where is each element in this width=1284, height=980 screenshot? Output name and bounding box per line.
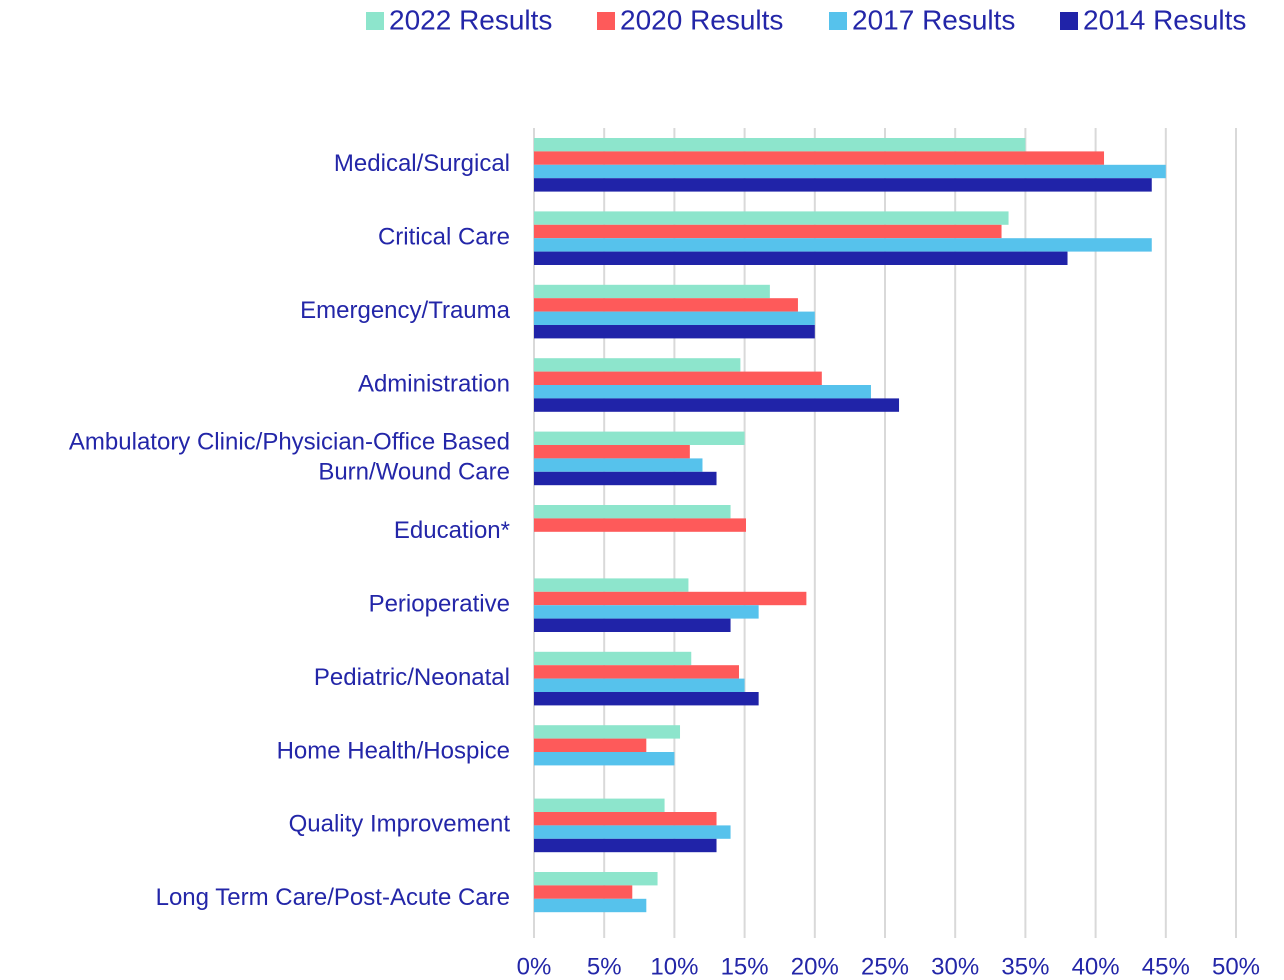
bar (534, 211, 1009, 225)
x-tick-label: 15% (721, 953, 769, 980)
bar (534, 752, 675, 766)
legend-label: 2014 Results (1083, 4, 1246, 35)
bar (534, 618, 731, 632)
legend-swatch (829, 12, 847, 30)
category-label: Medical/Surgical (334, 150, 510, 177)
bar (534, 518, 747, 532)
bar (534, 738, 647, 752)
category-label: Perioperative (369, 591, 510, 618)
category-label: Ambulatory Clinic/Physician-Office Based (69, 429, 510, 456)
bar (534, 651, 692, 666)
x-tick-label: 40% (1072, 953, 1120, 980)
bar (534, 471, 717, 486)
category-label: Burn/Wound Care (318, 459, 510, 486)
bar (534, 678, 745, 692)
x-tick-label: 30% (931, 953, 979, 980)
bar (534, 238, 1152, 252)
category-label: Critical Care (378, 224, 510, 251)
bar (534, 605, 759, 619)
legend-swatch (366, 12, 384, 30)
bar (534, 298, 798, 312)
x-tick-label: 20% (791, 953, 839, 980)
bar (534, 591, 807, 606)
legend-label: 2022 Results (389, 4, 552, 35)
category-label: Administration (358, 370, 510, 397)
x-tick-label: 35% (1001, 953, 1049, 980)
bar (534, 725, 681, 739)
bar (534, 838, 717, 853)
x-tick-label: 45% (1142, 953, 1190, 980)
bar (534, 445, 690, 459)
bar (534, 385, 871, 399)
bar (534, 505, 731, 519)
category-label: Long Term Care/Post-Acute Care (156, 884, 510, 911)
bar (534, 138, 1026, 152)
bar (534, 151, 1105, 165)
bar (534, 358, 741, 372)
legend-swatch (597, 12, 615, 30)
category-label: Pediatric/Neonatal (314, 664, 510, 691)
bar (534, 665, 739, 679)
bar (534, 458, 703, 472)
bar (534, 311, 815, 325)
bar (534, 578, 689, 592)
bar (534, 872, 658, 886)
bar (534, 325, 815, 339)
bar (534, 798, 665, 812)
bar (534, 431, 745, 445)
category-label: Quality Improvement (289, 811, 511, 838)
bar (534, 398, 900, 412)
bar (534, 898, 647, 913)
bar (534, 371, 822, 385)
category-label: Emergency/Trauma (300, 297, 511, 324)
bar (534, 284, 770, 299)
bar (534, 251, 1068, 265)
bar (534, 164, 1166, 179)
legend-label: 2017 Results (852, 4, 1015, 35)
bar (534, 812, 717, 826)
bar (534, 178, 1152, 192)
x-tick-label: 10% (650, 953, 698, 980)
bar (534, 825, 731, 839)
legend-swatch (1060, 12, 1078, 30)
x-tick-label: 25% (861, 953, 909, 980)
bar (534, 885, 633, 899)
legend-label: 2020 Results (620, 4, 783, 35)
x-tick-label: 0% (517, 953, 552, 980)
category-label: Education* (394, 517, 510, 544)
bar (534, 692, 759, 706)
bar (534, 224, 1002, 239)
category-label: Home Health/Hospice (277, 737, 510, 764)
x-tick-label: 5% (587, 953, 622, 980)
x-tick-label: 50% (1212, 953, 1260, 980)
